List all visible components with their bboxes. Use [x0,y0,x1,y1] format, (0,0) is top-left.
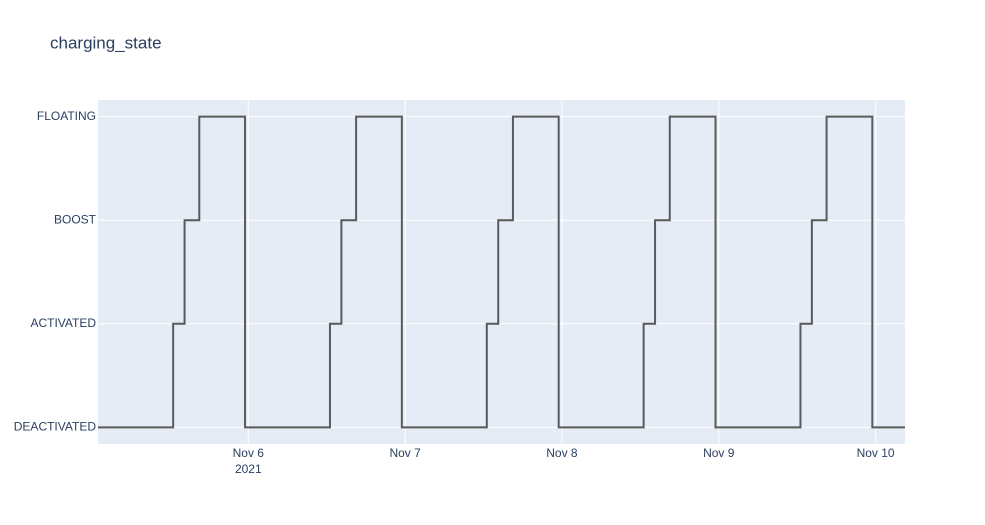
data-line [98,115,905,429]
x-tick-sublabel: 2021 [235,462,262,476]
y-tick-label: ACTIVATED [30,316,96,330]
y-tick-label: FLOATING [37,109,96,123]
x-tick-label: Nov 9 [703,446,735,460]
chart-title: charging_state [50,33,162,52]
x-tick-label: Nov 10 [857,446,895,460]
y-tick-label: BOOST [54,212,97,226]
x-tick-label: Nov 8 [546,446,578,460]
x-tick-label: Nov 6 [233,446,265,460]
y-tick-label: DEACTIVATED [14,420,97,434]
plot-area [98,100,905,444]
x-tick-label: Nov 7 [389,446,421,460]
